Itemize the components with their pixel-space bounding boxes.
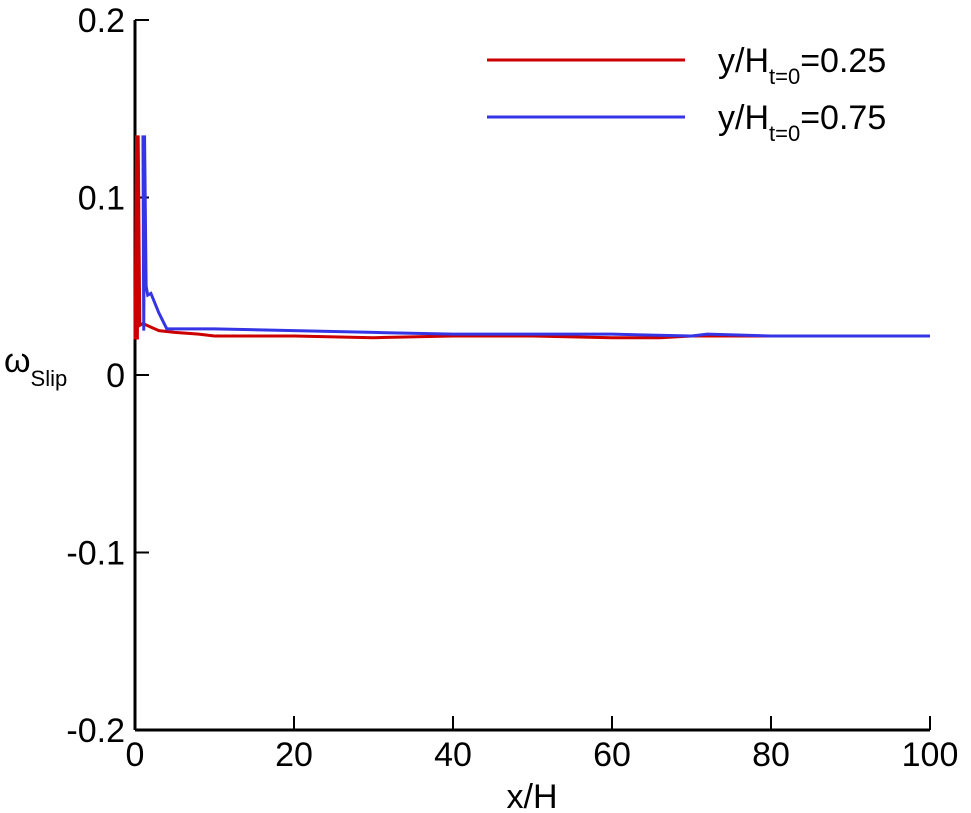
- legend-label-sub: t=0: [769, 64, 800, 89]
- y-axis-title-sub: Slip: [31, 366, 68, 391]
- x-tick-label: 80: [752, 736, 790, 774]
- legend-label: y/Ht=0=0.25: [718, 42, 886, 89]
- legend-label-rest: =0.25: [800, 42, 886, 80]
- series-line: [133, 135, 930, 340]
- x-tick-label: 60: [593, 736, 631, 774]
- x-tick-label: 0: [126, 736, 145, 774]
- y-tick-label: -0.2: [66, 712, 125, 750]
- x-tick-label: 100: [902, 736, 959, 774]
- x-tick-label: 20: [275, 736, 313, 774]
- legend-label: y/Ht=0=0.75: [718, 99, 886, 146]
- y-axis-title: ωSlip: [4, 342, 67, 391]
- legend-label-rest: =0.75: [800, 99, 886, 137]
- series-line: [141, 135, 930, 338]
- y-tick-label: 0.2: [78, 2, 125, 40]
- x-axis-title: x/H: [507, 778, 558, 813]
- legend-label-sub: t=0: [769, 121, 800, 146]
- legend-label-main: y/H: [718, 42, 769, 80]
- x-tick-label: 40: [434, 736, 472, 774]
- legend-label-main: y/H: [718, 99, 769, 137]
- y-tick-label: 0.1: [78, 180, 125, 218]
- y-tick-label: -0.1: [66, 535, 125, 573]
- y-axis-title-main: ω: [4, 342, 31, 380]
- y-tick-label: 0: [106, 357, 125, 395]
